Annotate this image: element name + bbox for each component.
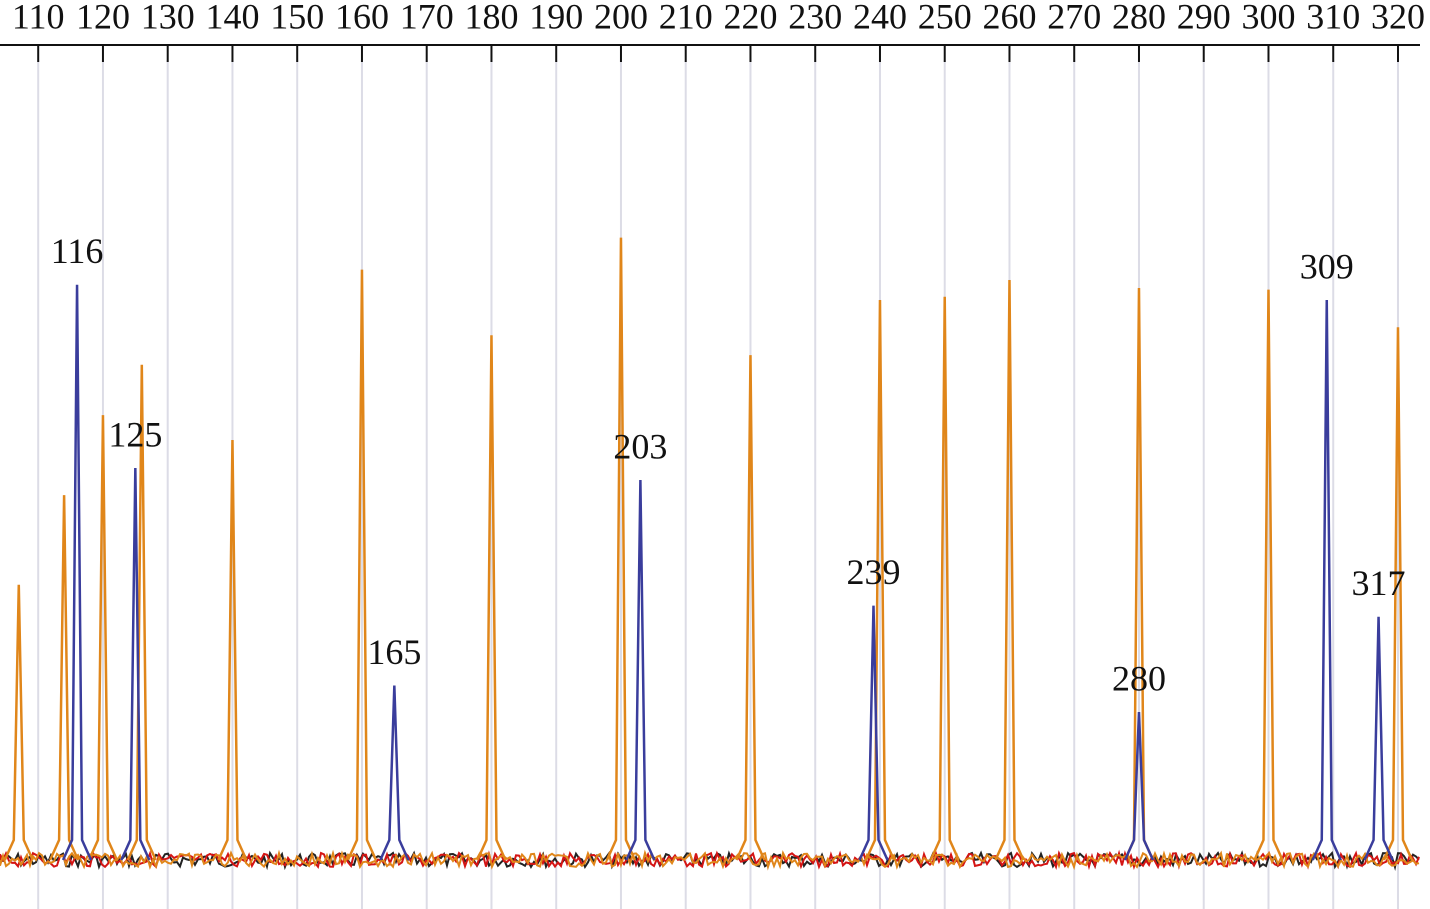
peak [1311,299,1342,861]
peak [346,269,378,861]
x-tick-label: 310 [1306,0,1360,36]
x-tick-label: 280 [1112,0,1166,36]
x-tick-label: 300 [1241,0,1295,36]
x-tick-label: 150 [270,0,324,36]
peak [1253,289,1284,861]
x-tick-label: 270 [1047,0,1101,36]
peak-label: 203 [613,426,667,466]
peak [3,584,34,861]
x-tick-label: 220 [723,0,777,36]
peak [217,439,248,861]
x-tick-label: 290 [1177,0,1231,36]
x-tick-label: 320 [1371,0,1425,36]
peak-label: 116 [51,231,104,271]
peak-label: 125 [108,414,162,454]
peak [120,467,151,861]
peak [87,415,119,861]
peak [864,299,896,861]
peak [735,355,766,861]
peak [625,479,656,861]
peak-label: 280 [1112,658,1166,698]
peak [1382,327,1414,861]
peak-label: 309 [1300,246,1354,286]
peak [858,605,889,861]
x-tick-label: 120 [76,0,130,36]
peak [994,279,1025,861]
x-tick-label: 110 [12,0,65,36]
peak [126,364,157,861]
peak [379,685,410,861]
x-tick-label: 190 [529,0,583,36]
peak [476,335,507,861]
peak [929,296,960,861]
peak-label: 165 [367,632,421,672]
x-tick-label: 180 [464,0,518,36]
x-tick-label: 160 [335,0,389,36]
peak-label: 239 [846,552,900,592]
x-tick-label: 170 [400,0,454,36]
x-tick-label: 260 [982,0,1036,36]
x-tick-label: 130 [141,0,195,36]
x-tick-label: 210 [659,0,713,36]
x-tick-label: 250 [918,0,972,36]
x-tick-label: 140 [205,0,259,36]
peak [1123,711,1155,861]
baseline-noise [0,849,1420,871]
peak [1363,616,1394,861]
peak-label: 317 [1352,563,1406,603]
peak [605,237,637,861]
x-tick-label: 200 [594,0,648,36]
x-tick-label: 230 [788,0,842,36]
x-tick-label: 240 [853,0,907,36]
peak [48,495,80,861]
peak [61,284,93,861]
